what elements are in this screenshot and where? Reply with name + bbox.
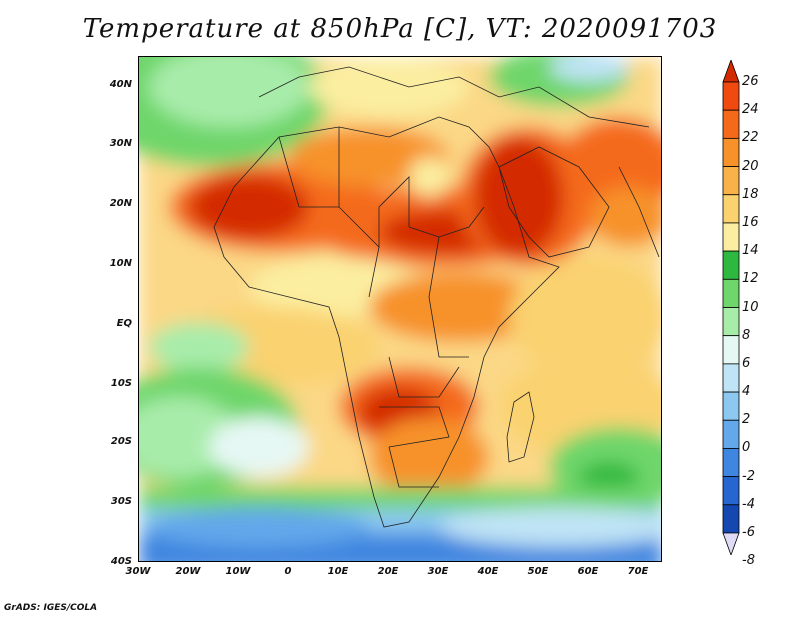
lon-label-30e: 30E	[427, 566, 449, 577]
lon-label-70e: 70E	[627, 566, 649, 577]
colorbar-label: 6	[742, 355, 751, 371]
colorbar-label: 24	[742, 102, 759, 118]
colorbar-label: 26	[742, 74, 759, 89]
colorbar-top-triangle	[722, 60, 740, 83]
lon-label-10e: 10E	[327, 566, 349, 577]
colorbar-segment	[722, 363, 740, 393]
coastlines	[213, 66, 660, 528]
colorbar-label: 8	[742, 327, 751, 343]
lon-label-10w: 10W	[225, 566, 251, 577]
colorbar-label: 0	[742, 440, 751, 456]
colorbar-label: 10	[742, 299, 759, 315]
colorbar	[722, 60, 740, 555]
lat-label-20n: 20N	[109, 198, 132, 209]
colorbar-segment	[722, 166, 740, 196]
lon-label-20w: 20W	[175, 566, 201, 577]
lon-label-30w: 30W	[125, 566, 151, 577]
lon-label-20e: 20E	[377, 566, 399, 577]
colorbar-segment	[722, 504, 740, 534]
lon-label-40e: 40E	[477, 566, 499, 577]
colorbar-label: 14	[742, 243, 759, 259]
lat-label-40n: 40N	[109, 79, 132, 90]
lon-label-0: 0	[284, 566, 292, 577]
lat-label-eq: EQ	[116, 318, 132, 329]
colorbar-segment	[722, 137, 740, 167]
colorbar-segment	[722, 278, 740, 308]
temperature-map	[138, 56, 662, 562]
lat-label-40s: 40S	[110, 556, 132, 567]
colorbar-label: 12	[742, 271, 759, 287]
colorbar-segment	[722, 476, 740, 506]
colorbar-label: -8	[742, 553, 755, 569]
lat-label-30s: 30S	[110, 496, 132, 507]
colorbar-segment	[722, 250, 740, 280]
lat-label-10s: 10S	[110, 378, 132, 389]
colorbar-label: 2	[742, 412, 751, 428]
colorbar-segment	[722, 194, 740, 224]
colorbar-label: -2	[742, 468, 755, 484]
colorbar-segment	[722, 81, 740, 111]
colorbar-label: 20	[742, 158, 759, 174]
lon-label-60e: 60E	[577, 566, 599, 577]
colorbar-label: -4	[742, 496, 755, 512]
lat-label-10n: 10N	[109, 258, 132, 269]
grads-credit: GrADS: IGES/COLA	[4, 603, 98, 613]
colorbar-segment	[722, 419, 740, 449]
lat-label-30n: 30N	[109, 138, 132, 149]
colorbar-label: 18	[742, 186, 759, 202]
colorbar-bottom-triangle	[722, 532, 740, 555]
colorbar-segment	[722, 335, 740, 365]
lat-label-20s: 20S	[110, 436, 132, 447]
map-title: Temperature at 850hPa [C], VT: 202009170…	[82, 14, 718, 44]
map-canvas	[139, 57, 661, 561]
colorbar-label: 22	[742, 130, 759, 146]
colorbar-segment	[722, 448, 740, 478]
colorbar-label: 4	[742, 384, 751, 400]
colorbar-label: 16	[742, 214, 759, 230]
colorbar-segment	[722, 222, 740, 252]
lon-label-50e: 50E	[527, 566, 549, 577]
colorbar-segment	[722, 307, 740, 337]
colorbar-segment	[722, 109, 740, 139]
colorbar-segment	[722, 391, 740, 421]
colorbar-label: -6	[742, 525, 755, 540]
